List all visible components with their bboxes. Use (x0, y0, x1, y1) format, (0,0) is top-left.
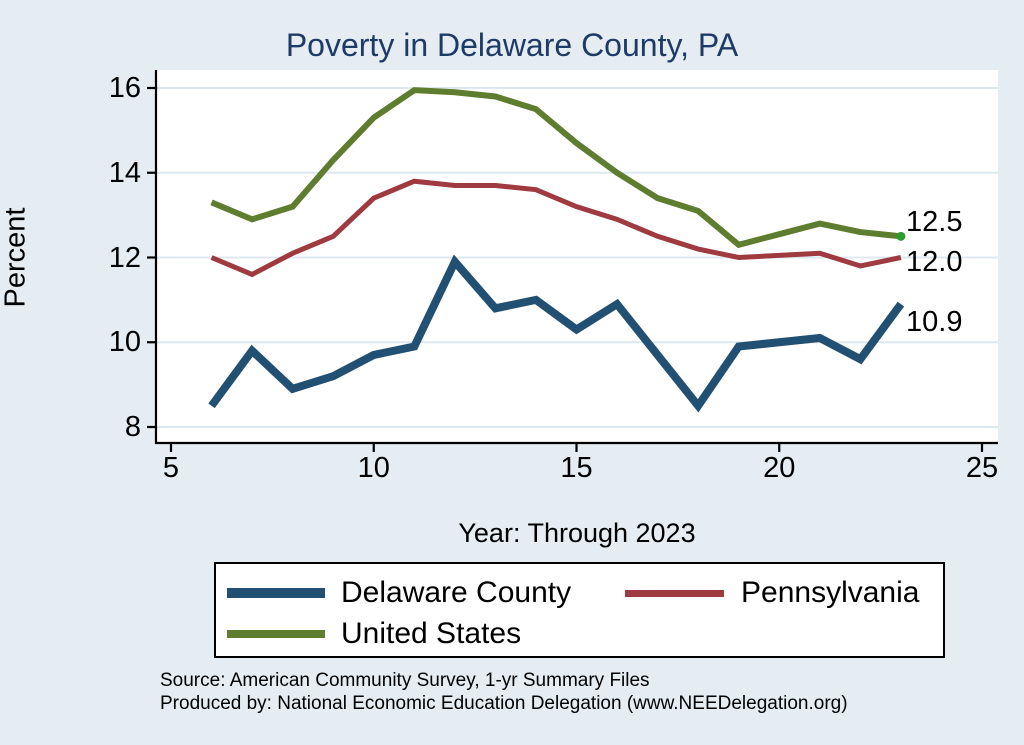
x-tick-label-20: 20 (763, 452, 796, 484)
y-tick-label-10: 10 (108, 326, 141, 359)
chart-legend: Delaware County Pennsylvania United Stat… (214, 562, 945, 658)
x-tick-label-15: 15 (560, 452, 593, 484)
legend-label-pennsylvania: Pennsylvania (741, 576, 920, 609)
x-tick-label-10: 10 (357, 452, 390, 484)
end-marker-dot (896, 231, 906, 241)
legend-label-delaware-county: Delaware County (341, 576, 572, 609)
series-line-united-states (210, 87, 902, 249)
end-label-pennsylvania: 12.0 (906, 246, 963, 278)
legend-swatch-pennsylvania (625, 590, 724, 597)
legend-label-united-states: United States (341, 617, 522, 650)
y-axis-title: Percent (0, 207, 32, 308)
y-tick-label-14: 14 (108, 156, 141, 189)
produced-by-line: Produced by: National Economic Education… (160, 693, 848, 714)
source-line: Source: American Community Survey, 1-yr … (160, 670, 650, 691)
chart-title: Poverty in Delaware County, PA (285, 27, 739, 63)
y-tick-label-8: 8 (124, 411, 141, 443)
x-tick-label-25: 25 (965, 452, 999, 484)
y-tick-label-16: 16 (108, 72, 141, 104)
legend-swatch-united-states (227, 630, 325, 638)
legend-swatch-delaware-county (227, 588, 325, 598)
series-line-pennsylvania (210, 178, 902, 278)
series-line-delaware-county (208, 254, 905, 413)
x-axis-title: Year: Through 2023 (458, 518, 696, 548)
source-note: Source: American Community Survey, 1-yr … (160, 669, 980, 715)
end-label-united-states: 12.5 (906, 206, 963, 238)
x-tick-label-5: 5 (162, 452, 180, 484)
y-tick-label-12: 12 (108, 241, 141, 274)
end-label-delaware-county: 10.9 (906, 306, 963, 338)
